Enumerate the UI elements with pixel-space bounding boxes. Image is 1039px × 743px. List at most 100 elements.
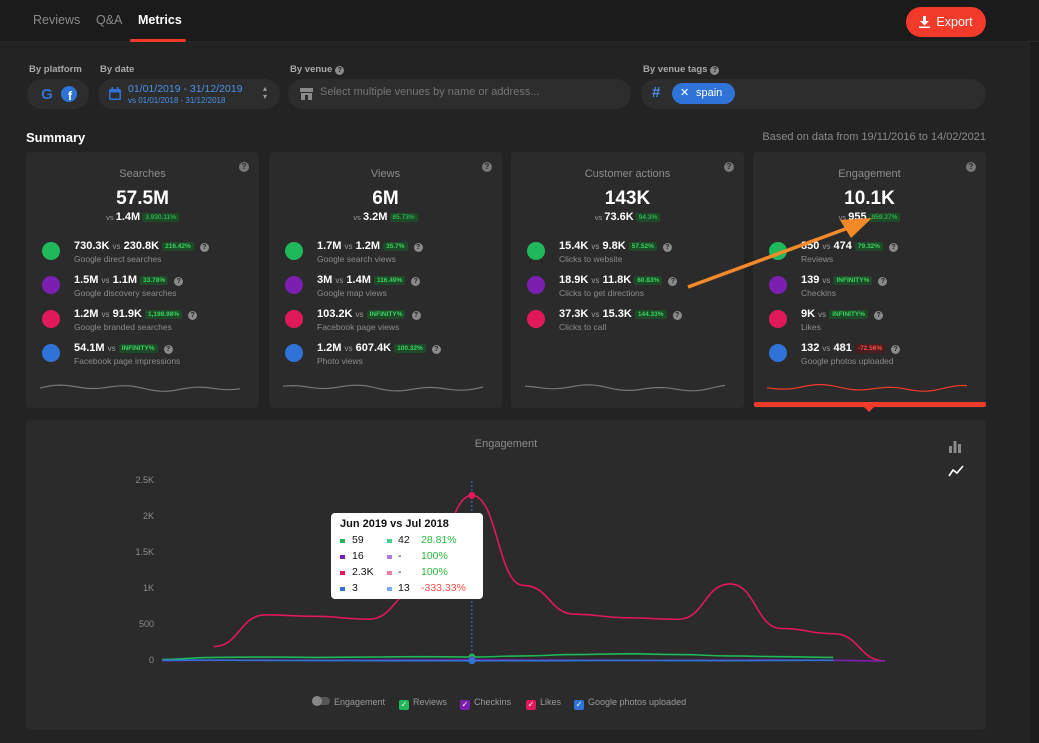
metric-row: 1.7M vs 1.2M 35.7% ? Google search views [285, 240, 490, 270]
download-icon [919, 16, 931, 28]
venue-search-input[interactable] [320, 86, 620, 98]
platform-selector[interactable]: G f [27, 79, 89, 109]
google-icon: G [41, 86, 53, 102]
card-compare: vs 73.6K 94.3% [511, 211, 744, 223]
help-icon[interactable]: ? [411, 311, 421, 320]
data-range-note: Based on data from 19/11/2016 to 14/02/2… [762, 131, 986, 143]
help-icon[interactable]: ? [874, 311, 884, 320]
help-icon[interactable]: ? [662, 243, 672, 252]
checkbox-icon[interactable]: ✓ [399, 700, 409, 710]
metric-value: 132 vs 481 -72.56% ? [801, 342, 901, 354]
card-sparkline [283, 384, 484, 392]
bar-chart-icon[interactable] [948, 440, 962, 454]
help-icon[interactable]: ? [482, 162, 492, 172]
date-range-picker[interactable]: 01/01/2019 - 31/12/2019 vs 01/01/2018 - … [98, 79, 280, 109]
help-icon[interactable]: ? [710, 66, 720, 75]
change-badge: INFINITY% [366, 310, 406, 319]
change-badge: 79.32% [854, 242, 883, 251]
tooltip-previous: 42 [398, 534, 410, 546]
export-button[interactable]: Export [906, 7, 986, 37]
legend-item-engagement[interactable]: Engagement [312, 696, 385, 707]
metric-label: Google branded searches [74, 322, 172, 332]
help-icon[interactable]: ? [411, 277, 421, 286]
card-compare: vs 3.2M 85.73% [269, 211, 502, 223]
metric-label: Facebook page views [317, 322, 400, 332]
help-icon[interactable]: ? [889, 243, 899, 252]
tooltip-change: 100% [421, 550, 448, 562]
metric-value: 37.3K vs 15.3K 144.33% ? [559, 308, 682, 320]
help-icon[interactable]: ? [413, 243, 423, 252]
metric-label: Clicks to call [559, 322, 607, 332]
change-badge: 60.83% [634, 276, 663, 285]
legend-item-google-photos-uploaded[interactable]: ✓ Google photos uploaded [574, 697, 687, 710]
checkbox-icon[interactable]: ✓ [574, 700, 584, 710]
metric-row: 18.9K vs 11.8K 60.83% ? Clicks to get dir… [527, 274, 732, 304]
card-title: Engagement [838, 168, 901, 180]
top-bar: Reviews Q&A Metrics Export [0, 0, 1039, 42]
change-badge: INFINITY% [829, 310, 869, 319]
help-icon[interactable]: ? [668, 277, 678, 286]
metric-row: 37.3K vs 15.3K 144.33% ? Clicks to call [527, 308, 732, 338]
metric-row: 139 vs INFINITY% ? Checkins [769, 274, 974, 304]
checkbox-icon[interactable]: ✓ [526, 700, 536, 710]
series-line-google-photos-uploaded [161, 659, 834, 662]
calendar-icon [109, 87, 121, 100]
legend-item-reviews[interactable]: ✓ Reviews [399, 697, 448, 710]
metric-row: 1.2M vs 607.4K 100.32% ? Photo views [285, 342, 490, 372]
help-icon[interactable]: ? [188, 311, 198, 320]
metric-label: Photo views [317, 356, 363, 366]
tooltip-previous: 13 [398, 582, 410, 594]
selected-card-indicator [754, 402, 986, 407]
metric-value: 730.3K vs 230.8K 216.42% ? [74, 240, 209, 252]
venue-selector[interactable] [288, 79, 631, 109]
chart-tooltip: Jun 2019 vs Jul 2018 59 42 28.81% 16-100% 2.… [331, 513, 483, 599]
tooltip-row: 2.3K - 100% [340, 566, 480, 580]
help-icon[interactable]: ? [163, 345, 173, 354]
line-chart-icon[interactable] [948, 464, 964, 478]
chevron-updown-icon: ▴ ▾ [263, 84, 268, 101]
tab-reviews[interactable]: Reviews [33, 13, 81, 27]
help-icon[interactable]: ? [878, 277, 888, 286]
metric-row: 1.2M vs 91.9K 1,198.98% ? Google branded … [42, 308, 247, 338]
venue-tags-selector[interactable]: # ✕ spain [641, 79, 986, 109]
series-line-likes [213, 494, 886, 662]
help-icon[interactable]: ? [966, 162, 976, 172]
help-icon[interactable]: ? [239, 162, 249, 172]
y-tick-label: 1.5K [135, 547, 154, 557]
metric-row: 103.2K vs INFINITY% ? Facebook page views [285, 308, 490, 338]
toggle-switch[interactable] [312, 696, 330, 706]
metric-value: 103.2K vs INFINITY% ? [317, 308, 421, 320]
legend-item-checkins[interactable]: ✓ Checkins [460, 697, 512, 710]
help-icon[interactable]: ? [672, 311, 682, 320]
metric-row: 1.5M vs 1.1M 33.78% ? Google discovery se… [42, 274, 247, 304]
chart-title: Engagement [474, 438, 538, 450]
summary-card-views[interactable]: Views? 6M vs 3.2M 85.73% 1.7M vs 1.2M 35.7%… [269, 152, 502, 408]
help-icon[interactable]: ? [335, 66, 345, 75]
legend-item-likes[interactable]: ✓ Likes [526, 697, 562, 710]
image-icon [285, 344, 303, 362]
metric-value: 9K vs INFINITY% ? [801, 308, 884, 320]
help-icon[interactable]: ? [199, 243, 209, 252]
tag-remove-icon[interactable]: ✕ [680, 87, 690, 99]
change-badge: 1,198.98% [145, 310, 183, 319]
tab-qa[interactable]: Q&A [96, 13, 123, 27]
engagement-chart-panel: Engagement [26, 420, 986, 730]
summary-card-engagement[interactable]: Engagement? 10.1K vs 955 959.27% 850 vs 474… [753, 152, 986, 408]
location-icon [769, 276, 787, 294]
map-icon [527, 276, 545, 294]
checkbox-icon[interactable]: ✓ [460, 700, 470, 710]
change-badge: 85.73% [389, 213, 418, 222]
help-icon[interactable]: ? [724, 162, 734, 172]
help-icon[interactable]: ? [431, 345, 441, 354]
tooltip-previous: - [398, 566, 402, 578]
tab-metrics[interactable]: Metrics [138, 13, 182, 27]
card-total: 57.5M [116, 188, 169, 209]
phone-icon [527, 310, 545, 328]
series-swatch [387, 587, 392, 591]
tag-chip-spain[interactable]: ✕ spain [672, 83, 735, 104]
summary-card-searches[interactable]: Searches? 57.5M vs 1.4M 3,930.11% 730.3K vs… [26, 152, 259, 408]
eye-icon [42, 344, 60, 362]
help-icon[interactable]: ? [174, 277, 184, 286]
tooltip-row: 3 13 -333.33% [340, 582, 480, 596]
help-icon[interactable]: ? [891, 345, 901, 354]
